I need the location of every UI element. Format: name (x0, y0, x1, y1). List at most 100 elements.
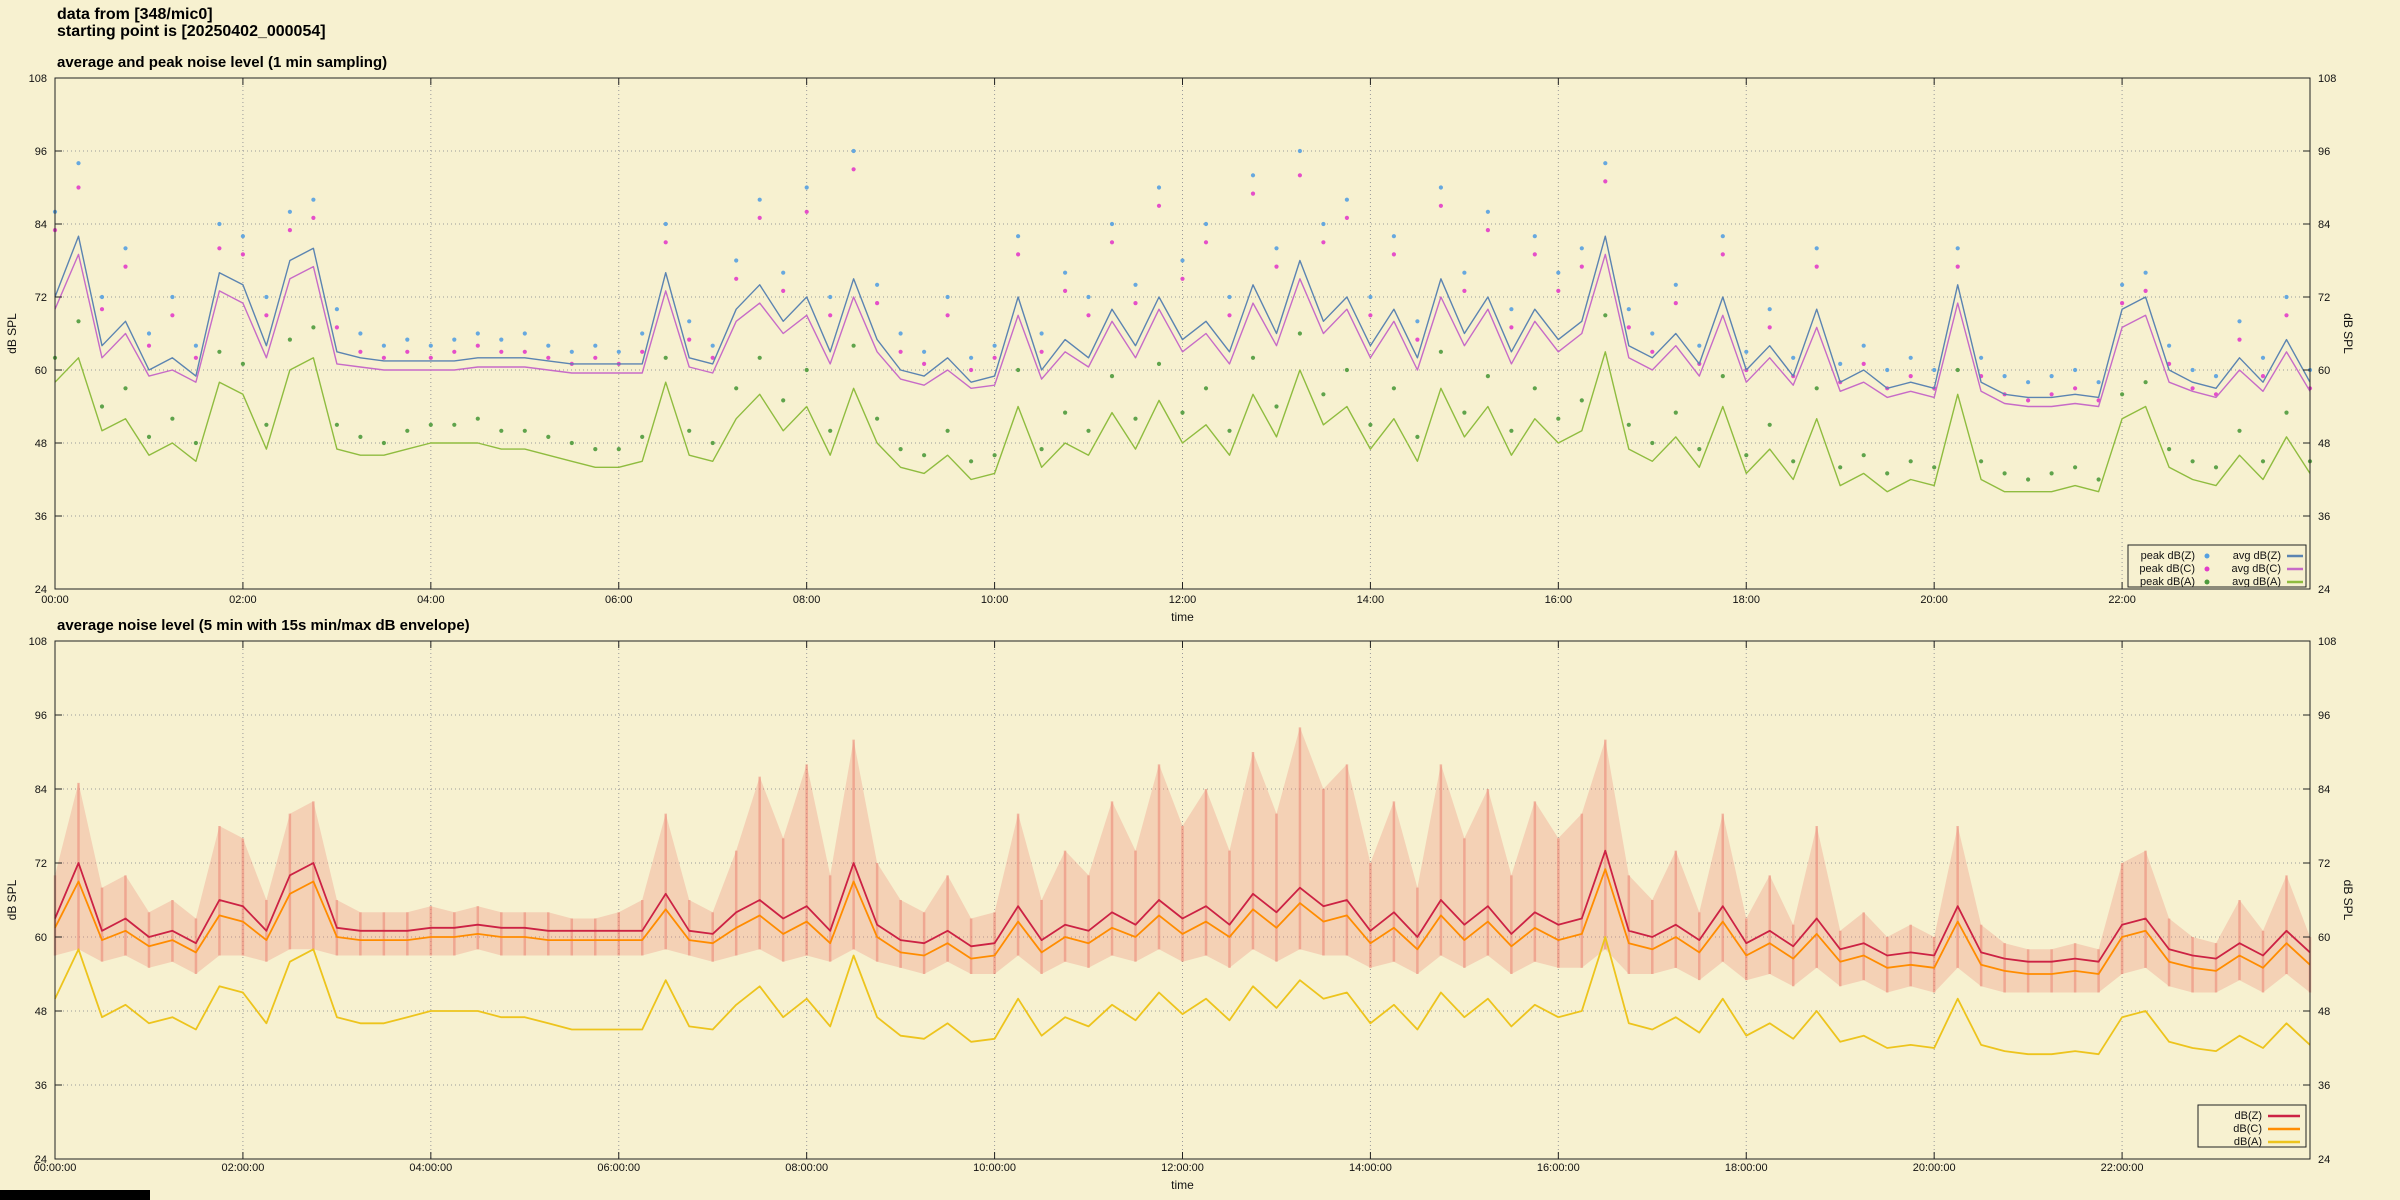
dot-peak-db-c (170, 313, 175, 318)
series-avg-db-z (54, 235, 2311, 399)
dot-peak-db-z (1321, 221, 1326, 227)
dot-peak-db-c (1532, 252, 1537, 257)
dot-peak-db-a (593, 447, 598, 452)
y-tick-label-left: 108 (29, 73, 47, 85)
dot-peak-db-c (76, 185, 81, 190)
dot-peak-db-a (546, 434, 551, 439)
dot-peak-db-c (1720, 252, 1725, 257)
dot-peak-db-z (1344, 197, 1349, 202)
dot-peak-db-c (1438, 203, 1443, 208)
header-line-1: data from [348/mic0] (57, 6, 213, 23)
dot-peak-db-c (1814, 264, 1819, 269)
dot-peak-db-z (1016, 234, 1021, 239)
y-axis-title-right: dB SPL (2341, 313, 2355, 354)
dot-peak-db-a (1227, 428, 1232, 433)
dot-peak-db-a (1344, 367, 1349, 373)
dot-peak-db-a (1603, 313, 1608, 318)
dot-peak-db-z (287, 209, 292, 214)
dot-peak-db-a (1532, 386, 1537, 391)
dot-peak-db-a (287, 337, 292, 342)
dot-peak-db-a (193, 440, 198, 446)
dot-peak-db-z (1250, 173, 1256, 178)
dot-peak-db-c (2237, 337, 2242, 342)
series-min-max-envelope (53, 727, 2312, 993)
y-tick-label-right: 84 (2318, 219, 2330, 231)
dot-peak-db-a (1438, 349, 1443, 354)
dot-peak-db-c (1016, 252, 1021, 257)
dot-peak-db-z (1814, 246, 1819, 251)
line-avg-db-z (54, 235, 2311, 399)
legend-sample-peak-db-c (2204, 566, 2210, 572)
dot-peak-db-c (851, 167, 856, 172)
dot-peak-db-a (1485, 374, 1490, 379)
y-tick-label-left: 48 (35, 438, 47, 450)
x-tick-label: 06:00:00 (597, 1162, 640, 1174)
dot-peak-db-a (381, 440, 386, 446)
y-tick-label-right: 60 (2318, 365, 2330, 377)
dot-peak-db-a (1861, 453, 1866, 458)
dot-peak-db-z (828, 294, 833, 300)
dot-peak-db-c (1579, 264, 1584, 269)
dot-peak-db-a (2213, 465, 2219, 470)
dot-peak-db-z (2213, 374, 2219, 379)
chart2-canvas: 00:00:00 02:00:00 04:00:00 06:00:00 08:00:00… (5, 636, 2355, 1192)
dot-peak-db-a (1109, 374, 1115, 379)
dot-peak-db-a (1650, 440, 1655, 446)
dot-peak-db-c (663, 240, 668, 245)
dot-peak-db-z (851, 148, 856, 154)
dot-peak-db-z (1109, 221, 1115, 227)
y-tick-label-right: 24 (2318, 1154, 2330, 1166)
dot-peak-db-c (1861, 361, 1866, 366)
y-tick-label-right: 108 (2318, 73, 2336, 85)
dot-peak-db-z (217, 221, 222, 227)
dot-peak-db-z (452, 337, 457, 342)
dot-peak-db-z (663, 221, 668, 227)
grid (55, 78, 2310, 589)
dot-peak-db-c (1250, 191, 1256, 196)
dot-peak-db-z (358, 331, 363, 336)
dot-peak-db-a (851, 343, 856, 348)
dot-peak-db-c (1603, 179, 1608, 184)
dot-peak-db-a (1063, 410, 1068, 415)
y-tick-label-right: 108 (2318, 636, 2336, 648)
header-line-2: starting point is [20250402_000054] (57, 23, 326, 40)
dot-peak-db-z (1767, 307, 1772, 312)
y-tick-label-left: 72 (35, 858, 47, 870)
dot-peak-db-a (2049, 471, 2054, 476)
dot-peak-db-a (1932, 465, 1937, 470)
dot-peak-db-a (1556, 416, 1561, 421)
dot-peak-db-z (945, 294, 950, 300)
dot-peak-db-c (2284, 313, 2289, 318)
dot-peak-db-z (1744, 349, 1749, 354)
dot-peak-db-c (2120, 301, 2125, 306)
dot-peak-db-a (2260, 459, 2266, 464)
dot-peak-db-c (687, 337, 692, 342)
dot-peak-db-a (1133, 416, 1138, 421)
dot-peak-db-a (1016, 367, 1021, 373)
dot-peak-db-a (1203, 386, 1209, 391)
dot-peak-db-c (1086, 313, 1091, 318)
x-tick-label: 06:00 (605, 594, 633, 606)
tick-labels: 00:00 02:00 04:00 06:00 08:00 10:00 12:00 14:00… (29, 73, 2337, 606)
dot-peak-db-z (969, 355, 974, 360)
dot-peak-db-a (1415, 434, 1420, 439)
line-db-c (54, 868, 2311, 975)
dot-peak-db-a (828, 428, 833, 433)
y-tick-label-right: 72 (2318, 292, 2330, 304)
dot-peak-db-z (2167, 343, 2172, 348)
line-db-z (54, 849, 2311, 963)
dot-peak-db-a (2190, 459, 2195, 464)
y-tick-label-left: 96 (35, 146, 47, 158)
dot-peak-db-a (217, 349, 222, 354)
dot-peak-db-z (334, 307, 339, 312)
dot-peak-db-z (1485, 209, 1490, 214)
line-avg-db-c (54, 253, 2311, 408)
dot-peak-db-c (757, 215, 762, 220)
dot-peak-db-a (311, 325, 316, 330)
dot-peak-db-c (2073, 386, 2078, 391)
dot-peak-db-c (1485, 228, 1490, 233)
legend: peak dB(Z)peak dB(C)peak dB(A)avg dB(Z)a… (2127, 544, 2307, 588)
x-tick-label: 00:00:00 (34, 1162, 77, 1174)
y-tick-label-left: 36 (35, 511, 47, 523)
dot-peak-db-z (1156, 185, 1162, 190)
